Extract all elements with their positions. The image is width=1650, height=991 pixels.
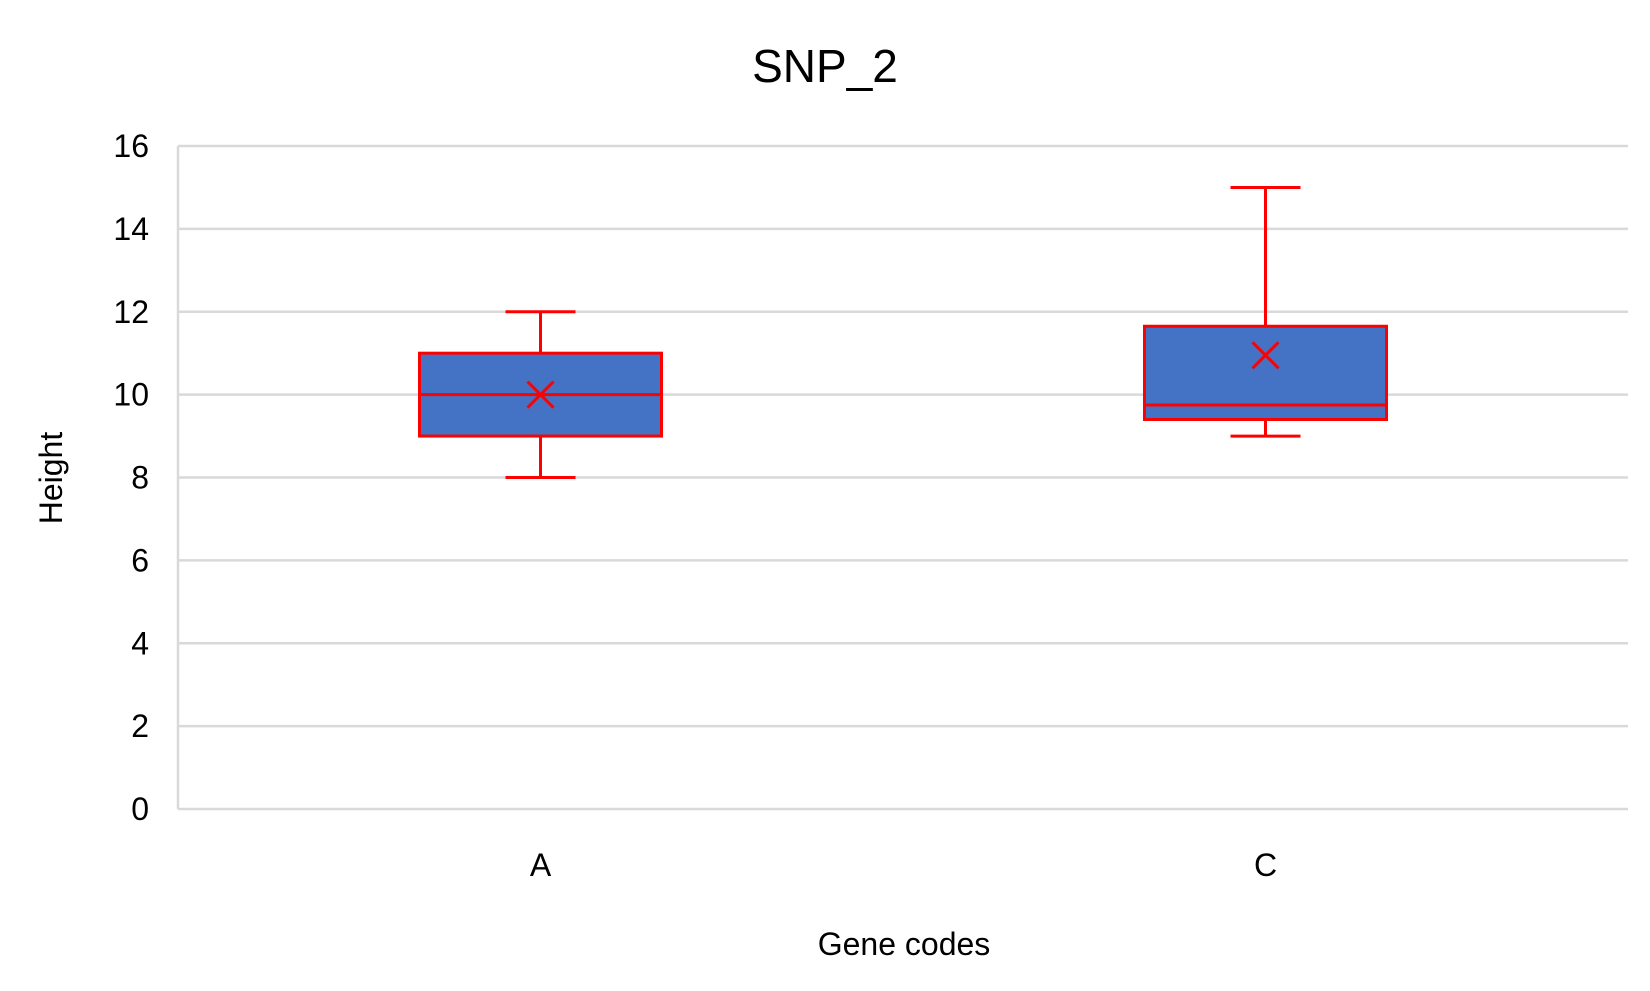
y-axis-title: Height (33, 432, 69, 525)
box-C (1143, 185, 1388, 438)
box-series (418, 185, 1388, 479)
y-tick-label: 8 (131, 460, 149, 496)
y-tick-label: 10 (113, 377, 149, 413)
y-tick-label: 4 (131, 625, 149, 661)
mean-marker (526, 380, 555, 409)
chart-title: SNP_2 (752, 40, 898, 92)
axes (176, 146, 1628, 811)
mean-marker (1251, 341, 1280, 370)
x-tick-label: C (1254, 847, 1277, 883)
x-axis-title: Gene codes (818, 926, 991, 962)
y-tick-label: 0 (131, 791, 149, 827)
y-tick-label: 2 (131, 708, 149, 744)
y-tick-label: 14 (113, 211, 149, 247)
y-tick-label: 16 (113, 128, 149, 164)
x-tick-label: A (530, 847, 552, 883)
y-tick-label: 12 (113, 294, 149, 330)
gridlines (178, 144, 1628, 728)
tick-labels: 0 2 4 6 8 10 12 14 16 A C (113, 128, 1277, 883)
box-A (418, 310, 663, 479)
y-tick-label: 6 (131, 542, 149, 578)
